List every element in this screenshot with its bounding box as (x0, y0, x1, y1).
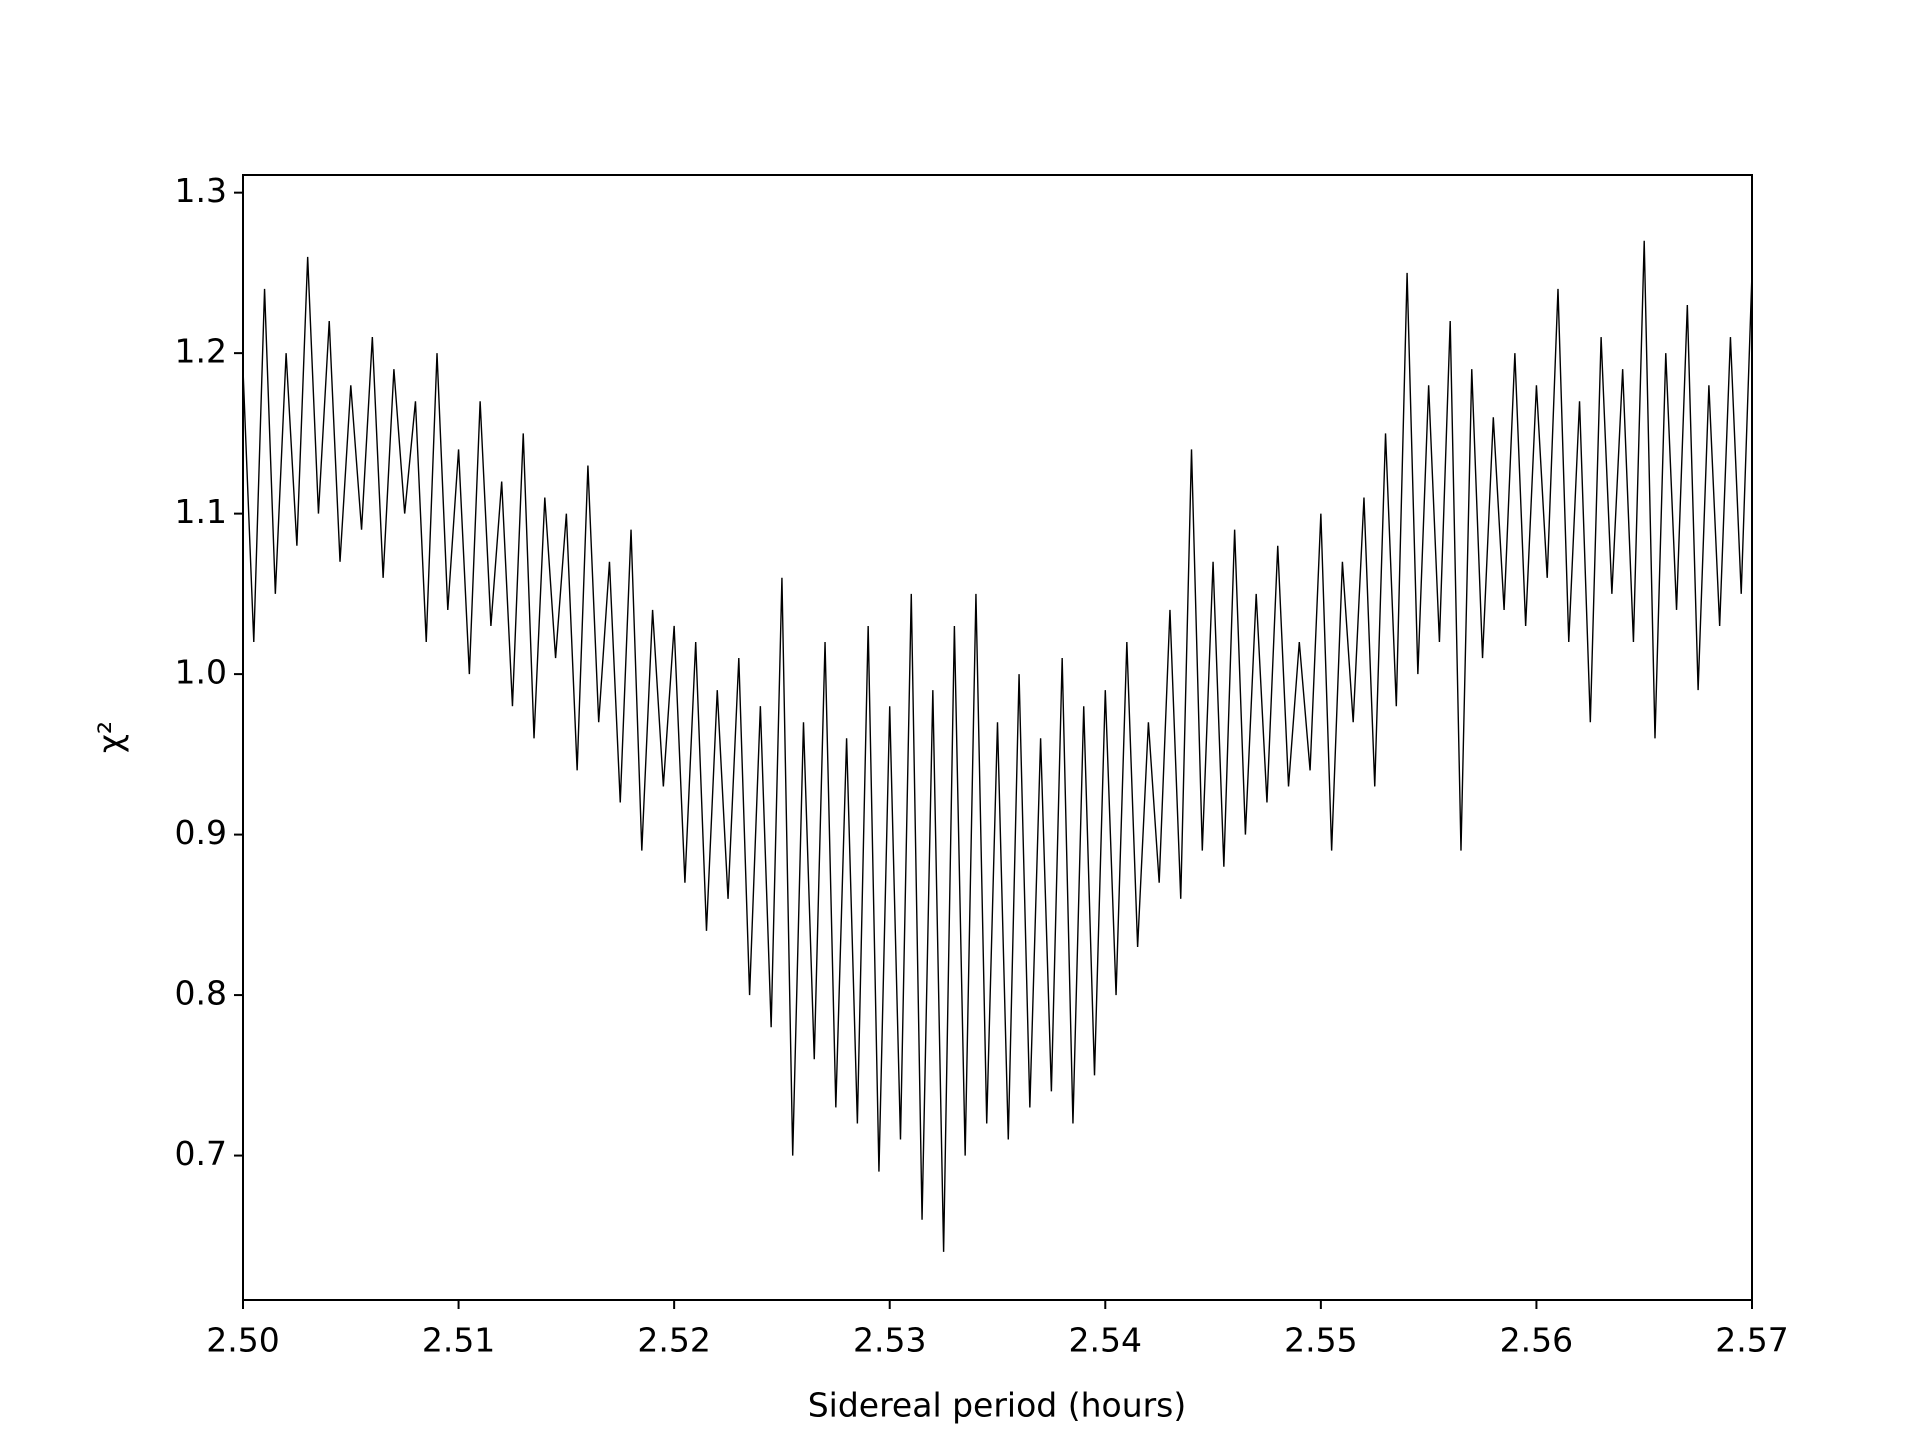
x-tick-label: 2.50 (206, 1321, 279, 1360)
x-tick-label: 2.51 (422, 1321, 495, 1360)
x-tick-label: 2.56 (1500, 1321, 1573, 1360)
x-tick-label: 2.54 (1069, 1321, 1142, 1360)
y-axis-label: χ² (91, 721, 130, 753)
y-tick-label: 1.3 (175, 171, 227, 210)
plot-frame (242, 174, 1753, 1301)
y-tick-label: 1.2 (175, 332, 227, 371)
y-tick-label: 1.1 (175, 492, 227, 531)
y-tick-label: 0.7 (175, 1134, 227, 1173)
data-line (242, 240, 1753, 1252)
x-tick-label: 2.57 (1715, 1321, 1788, 1360)
y-tick-label: 0.8 (175, 974, 227, 1013)
y-tick-label: 1.0 (175, 653, 227, 692)
x-axis-label: Sidereal period (hours) (808, 1386, 1187, 1425)
x-tick-label: 2.52 (637, 1321, 710, 1360)
y-tick-label: 0.9 (175, 813, 227, 852)
x-tick-label: 2.53 (853, 1321, 926, 1360)
x-tick-label: 2.55 (1284, 1321, 1357, 1360)
